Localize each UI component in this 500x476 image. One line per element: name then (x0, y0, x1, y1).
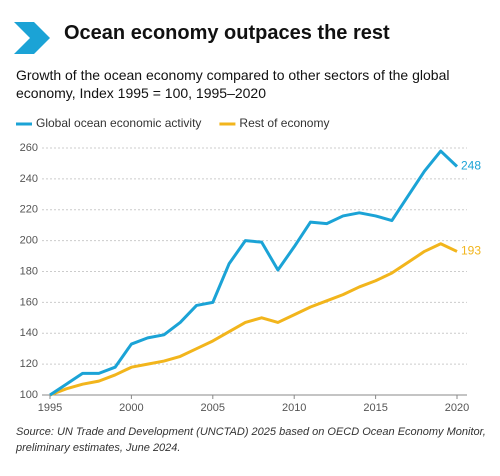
x-tick-label: 1995 (38, 402, 62, 414)
y-tick-label: 160 (20, 296, 38, 308)
x-tick-label: 2010 (282, 402, 306, 414)
y-tick-label: 120 (20, 358, 38, 370)
series-line (49, 242, 458, 397)
y-tick-label: 100 (20, 389, 38, 401)
y-tick-label: 220 (20, 204, 38, 216)
end-value-label: 193 (461, 244, 481, 258)
y-tick-label: 200 (20, 235, 38, 247)
x-tick-label: 2000 (119, 402, 143, 414)
y-tick-label: 140 (20, 327, 38, 339)
chart: Global ocean economic activity Rest of ec… (14, 22, 481, 414)
legend-label: Rest of economy (239, 116, 329, 130)
chevron-icon (14, 22, 50, 54)
legend-label: Global ocean economic activity (36, 116, 201, 130)
end-value-label: 248 (461, 159, 481, 173)
chart-title: Ocean economy outpaces the rest (64, 22, 390, 44)
x-tick-label: 2020 (445, 402, 469, 414)
y-tick-label: 260 (20, 142, 38, 154)
chart-subtitle: Growth of the ocean economy compared to … (16, 67, 450, 101)
y-tick-label: 180 (20, 265, 38, 277)
x-tick-label: 2015 (363, 402, 387, 414)
source-note: Source: UN Trade and Development (UNCTAD… (16, 426, 486, 454)
y-tick-label: 240 (20, 173, 38, 185)
series-line (49, 149, 459, 397)
x-tick-label: 2005 (201, 402, 225, 414)
